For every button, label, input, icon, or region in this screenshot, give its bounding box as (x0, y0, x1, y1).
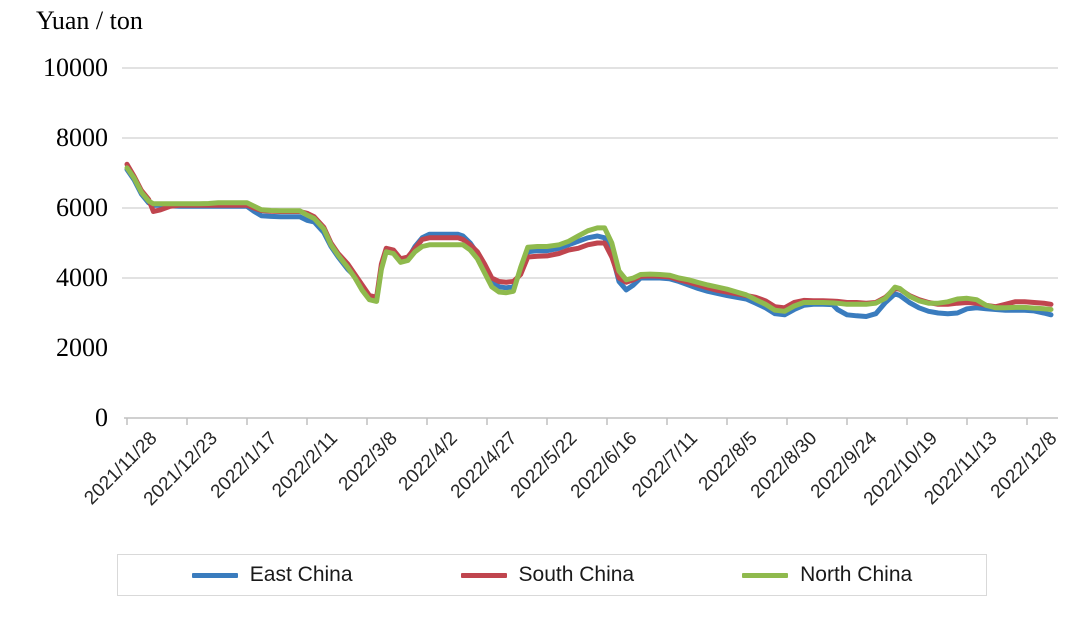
legend: East China South China North China (117, 554, 987, 596)
legend-line-swatch (742, 572, 789, 578)
series-line-north-china (124, 165, 1054, 314)
series-line-east-china (124, 167, 1054, 319)
legend-line-swatch (191, 572, 238, 578)
legend-item: North China (742, 563, 912, 587)
y-tick-label: 2000 (56, 333, 108, 362)
y-axis-title: Yuan / ton (36, 6, 143, 35)
legend-line-swatch (460, 572, 507, 578)
y-tick-label: 10000 (43, 53, 108, 82)
y-tick-label: 8000 (56, 123, 108, 152)
legend-label: South China (518, 563, 635, 586)
legend-label: North China (800, 563, 913, 586)
legend-item: East China (191, 563, 353, 587)
legend-item: South China (460, 563, 635, 587)
y-tick-label: 4000 (56, 263, 108, 292)
y-tick-label: 6000 (56, 193, 108, 222)
y-tick-label: 0 (95, 403, 108, 432)
legend-label: East China (249, 563, 353, 586)
